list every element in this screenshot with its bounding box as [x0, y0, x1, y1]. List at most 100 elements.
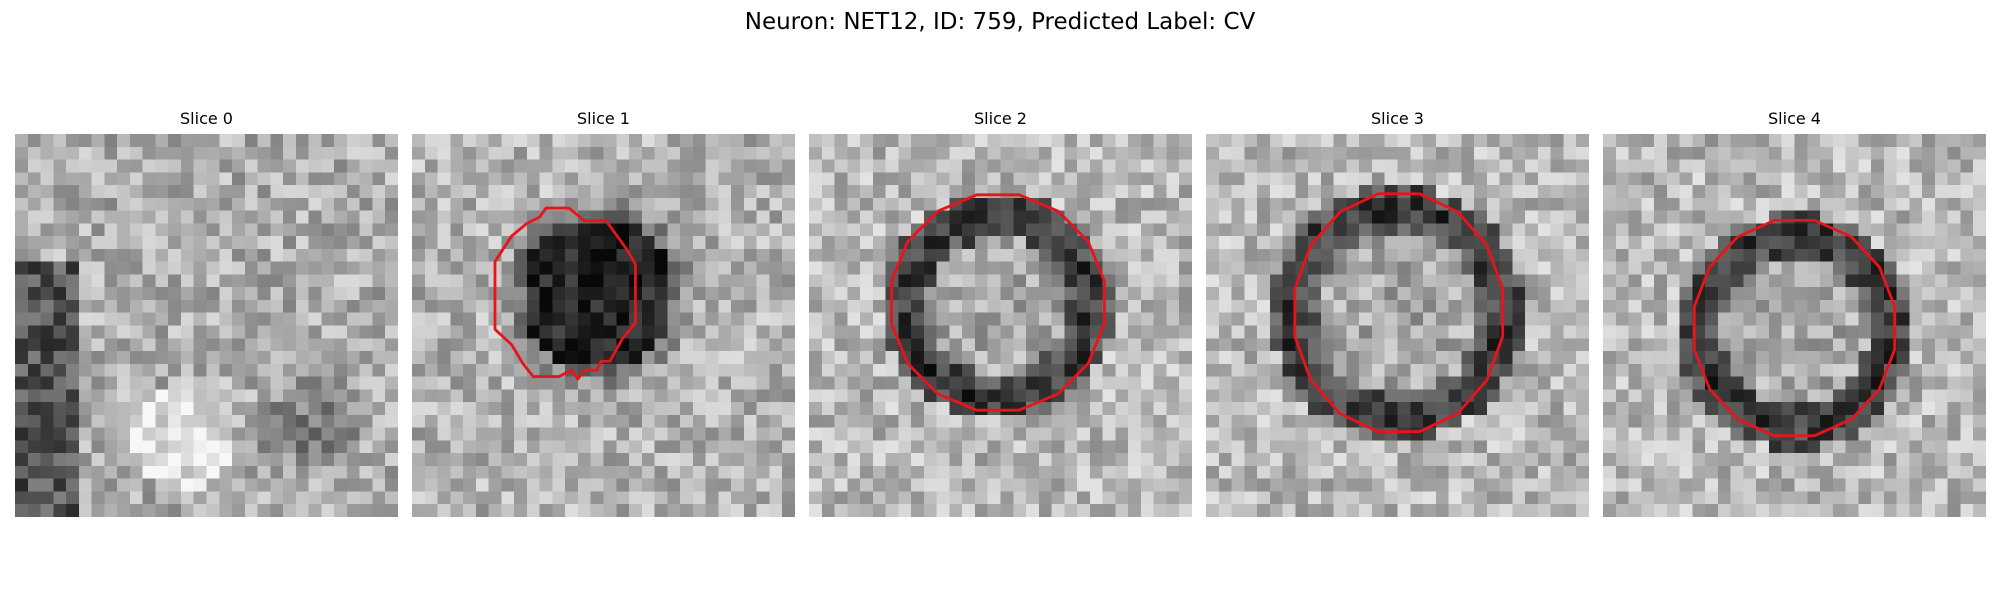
pixel	[1666, 325, 1680, 339]
pixel	[168, 236, 182, 250]
pixel	[834, 376, 848, 390]
pixel	[129, 453, 143, 467]
pixel	[1206, 185, 1220, 199]
pixel	[911, 274, 925, 288]
pixel	[1089, 478, 1103, 492]
pixel	[834, 491, 848, 505]
pixel	[1218, 287, 1232, 301]
pixel	[1038, 402, 1052, 416]
pixel	[463, 414, 477, 428]
pixel	[756, 159, 770, 173]
pixel	[821, 414, 835, 428]
pixel	[1666, 134, 1680, 148]
pixel	[91, 134, 105, 148]
pixel	[923, 478, 937, 492]
pixel	[1743, 146, 1757, 160]
pixel	[1922, 159, 1936, 173]
pixel	[987, 159, 1001, 173]
pixel	[526, 185, 540, 199]
pixel	[1743, 465, 1757, 479]
pixel	[1013, 299, 1027, 313]
pixel	[1896, 465, 1910, 479]
pixel	[705, 465, 719, 479]
pixel	[974, 440, 988, 454]
pixel	[1231, 376, 1245, 390]
pixel	[501, 351, 515, 365]
pixel	[1257, 440, 1271, 454]
pixel	[1794, 363, 1808, 377]
pixel	[565, 389, 579, 403]
pixel	[692, 453, 706, 467]
pixel	[78, 312, 92, 326]
pixel	[1717, 146, 1731, 160]
pixel	[514, 312, 528, 326]
pixel	[1206, 389, 1220, 403]
pixel	[539, 236, 553, 250]
pixel	[1474, 325, 1488, 339]
pixel	[1026, 363, 1040, 377]
pixel	[1807, 172, 1821, 186]
pixel	[743, 338, 757, 352]
pixel	[27, 261, 41, 275]
pixel	[962, 440, 976, 454]
pixel	[321, 287, 335, 301]
pixel	[860, 274, 874, 288]
pixel	[1692, 504, 1706, 517]
pixel	[949, 185, 963, 199]
pixel	[962, 210, 976, 224]
pixel	[1359, 274, 1373, 288]
pixel	[117, 236, 131, 250]
pixel	[346, 363, 360, 377]
pixel	[78, 453, 92, 467]
pixel	[526, 248, 540, 262]
pixel	[769, 172, 783, 186]
pixel	[809, 351, 823, 365]
pixel	[885, 440, 899, 454]
pixel	[1563, 223, 1577, 237]
pixel	[1346, 325, 1360, 339]
pixel	[1346, 351, 1360, 365]
pixel	[1858, 312, 1872, 326]
pixel	[1013, 197, 1027, 211]
pixel	[1832, 261, 1846, 275]
pixel	[1410, 453, 1424, 467]
pixel	[1666, 376, 1680, 390]
pixel	[475, 504, 489, 517]
pixel	[949, 134, 963, 148]
pixel	[1206, 440, 1220, 454]
pixel	[782, 478, 795, 492]
pixel	[1397, 504, 1411, 517]
pixel	[1730, 274, 1744, 288]
pixel	[1346, 172, 1360, 186]
pixel	[501, 427, 515, 441]
pixel	[40, 453, 54, 467]
pixel	[860, 504, 874, 517]
pixel	[257, 159, 271, 173]
pixel	[1705, 197, 1719, 211]
pixel	[155, 414, 169, 428]
pixel	[1435, 248, 1449, 262]
pixel	[539, 440, 553, 454]
pixel	[743, 325, 757, 339]
pixel	[117, 402, 131, 416]
pixel	[437, 197, 451, 211]
pixel	[1089, 504, 1103, 517]
pixel	[1525, 427, 1539, 441]
pixel	[1346, 376, 1360, 390]
pixel	[1320, 325, 1334, 339]
pixel	[91, 236, 105, 250]
pixel	[1692, 134, 1706, 148]
pixel	[590, 414, 604, 428]
pixel	[885, 453, 899, 467]
pixel	[1308, 248, 1322, 262]
pixel	[1333, 197, 1347, 211]
pixel	[1026, 210, 1040, 224]
pixel	[283, 299, 297, 313]
pixel	[206, 210, 220, 224]
pixel	[923, 299, 937, 313]
pixel	[1654, 389, 1668, 403]
pixel	[1435, 312, 1449, 326]
pixel	[1499, 172, 1513, 186]
pixel	[731, 146, 745, 160]
pixel	[1960, 185, 1974, 199]
